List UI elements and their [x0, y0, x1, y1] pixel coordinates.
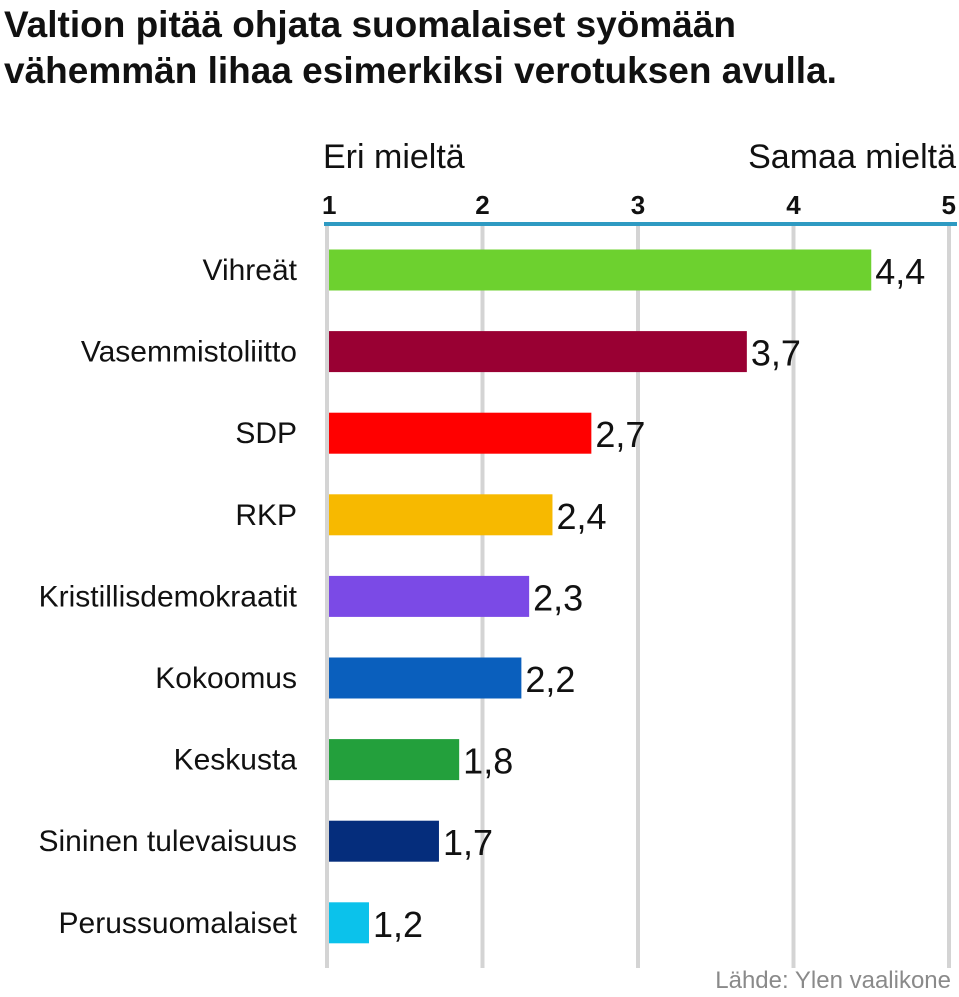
bars: Vihreät 4,4 Vasemmistoliitto 3,7 SDP 2,7 RKP 2,…: [38, 249, 925, 945]
category-label: Keskusta: [174, 744, 298, 777]
value-label: 1,2: [373, 904, 423, 945]
category-label: Perussuomalaiset: [59, 907, 298, 940]
value-label: 4,4: [875, 251, 925, 292]
scale-right-label: Samaa mieltä: [748, 138, 956, 176]
category-label: Kristillisdemokraatit: [39, 580, 298, 613]
bar: [329, 249, 872, 291]
category-label: RKP: [235, 499, 297, 532]
scale-left-label: Eri mieltä: [323, 138, 465, 176]
category-label: Vihreät: [202, 254, 297, 287]
bar: [329, 820, 439, 862]
bar: [329, 902, 369, 944]
grid-lines: [325, 224, 951, 968]
value-label: 2,4: [556, 496, 606, 537]
x-tick-label: 5: [942, 190, 956, 220]
category-label: Vasemmistoliitto: [81, 336, 297, 369]
bar: [329, 494, 553, 536]
value-label: 2,2: [525, 659, 575, 700]
x-tick-label: 2: [475, 190, 489, 220]
x-tick-label: 1: [322, 190, 336, 220]
category-label: Sininen tulevaisuus: [38, 825, 297, 858]
chart-title-line-1: Valtion pitää ohjata suomalaiset syömään: [4, 4, 737, 45]
bar: [329, 657, 522, 699]
value-label: 3,7: [751, 333, 801, 374]
value-label: 2,7: [595, 414, 645, 455]
chart-title-line-2: vähemmän lihaa esimerkiksi verotuksen av…: [4, 50, 837, 91]
category-label: SDP: [235, 417, 297, 450]
value-label: 2,3: [533, 577, 583, 618]
x-tick-label: 3: [631, 190, 645, 220]
bar: [329, 331, 747, 373]
category-label: Kokoomus: [155, 662, 297, 695]
bar: [329, 412, 592, 454]
chart-title: Valtion pitää ohjata suomalaiset syömään…: [4, 2, 954, 94]
x-tick-label: 4: [786, 190, 801, 220]
value-label: 1,7: [443, 822, 493, 863]
value-label: 1,8: [463, 741, 513, 782]
bar: [329, 739, 460, 781]
x-axis: 1 2 3 4 5 Eri mieltä Samaa mieltä: [322, 138, 957, 226]
bar: [329, 575, 530, 617]
source-note: Lähde: Ylen vaalikone: [715, 967, 951, 994]
